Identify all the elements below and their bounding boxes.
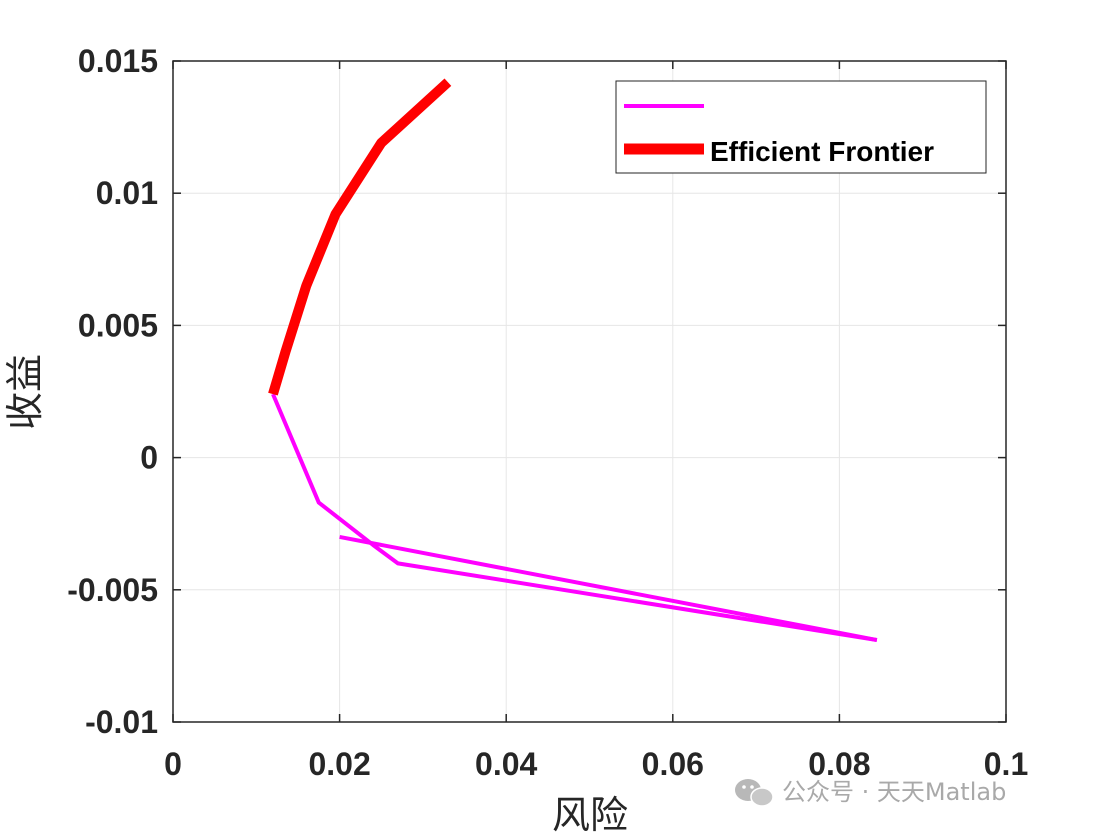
x-tick-label: 0.04 <box>475 746 537 782</box>
x-tick-label: 0.1 <box>984 746 1028 782</box>
data-series <box>268 78 878 643</box>
axis-ticks <box>172 60 1007 723</box>
plot-frame <box>172 60 1007 723</box>
x-tick-label: 0.02 <box>308 746 370 782</box>
legend-label-efficient-frontier: Efficient Frontier <box>710 136 934 167</box>
y-tick-label: -0.005 <box>67 572 158 608</box>
y-axis-title: 收益 <box>3 354 47 430</box>
y-tick-label: 0 <box>140 440 158 476</box>
watermark-text: 公众号 · 天天Matlab <box>782 778 1006 806</box>
grid-lines <box>172 60 1007 723</box>
series-line-portfolios-1 <box>339 534 878 643</box>
wechat-icon <box>735 779 774 807</box>
series-line-efficient-frontier <box>268 78 452 396</box>
legend-box <box>615 80 987 174</box>
y-tick-label: 0.01 <box>96 175 158 211</box>
x-tick-label: 0.06 <box>642 746 704 782</box>
y-tick-labels: -0.01 -0.005 0 0.005 0.01 0.015 <box>67 43 158 740</box>
x-tick-label: 0 <box>164 746 182 782</box>
x-tick-label: 0.08 <box>808 746 870 782</box>
watermark: 公众号 · 天天Matlab <box>735 778 1006 807</box>
x-axis-title: 风险 <box>552 793 628 834</box>
y-tick-label: 0.005 <box>78 307 158 343</box>
x-tick-labels: 0 0.02 0.04 0.06 0.08 0.1 <box>164 746 1028 782</box>
y-tick-label: 0.015 <box>78 43 158 79</box>
y-tick-label: -0.01 <box>85 704 158 740</box>
legend: Efficient Frontier <box>615 80 987 174</box>
